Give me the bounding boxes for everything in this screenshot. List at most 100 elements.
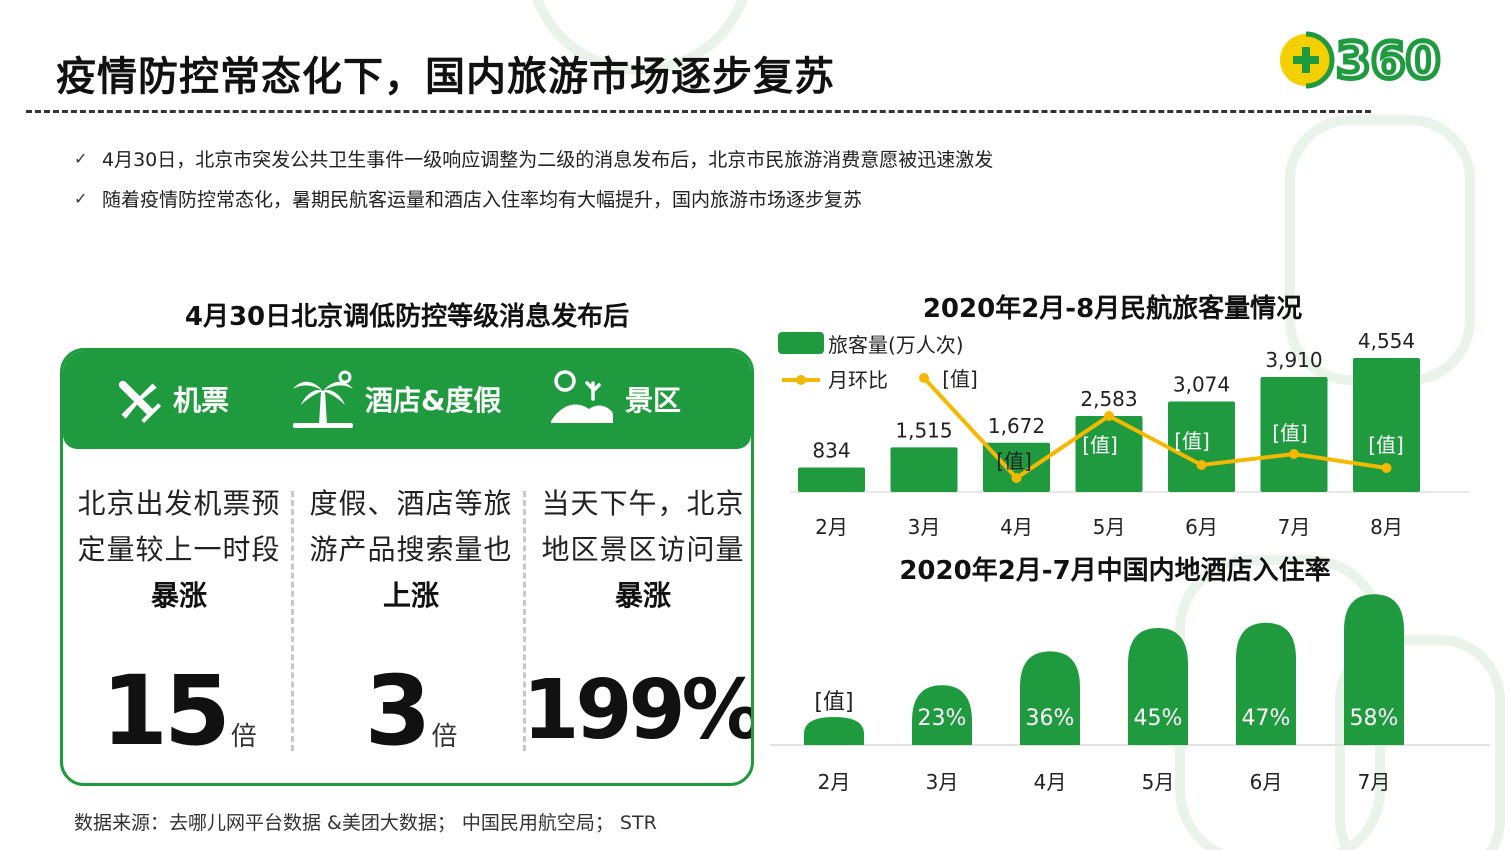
mom-value-label: [值] xyxy=(996,449,1032,473)
bar-value-label: 1,672 xyxy=(988,414,1045,438)
stat-unit: 倍 xyxy=(230,722,257,752)
stat-figure-flights: 15 倍 xyxy=(71,663,287,759)
passenger-bar xyxy=(1075,415,1143,492)
occupancy-bar xyxy=(1344,594,1404,745)
title-divider xyxy=(26,110,1371,113)
bar-value-label: 834 xyxy=(812,438,850,462)
mom-value-label: [值] xyxy=(1174,429,1210,453)
passenger-bar xyxy=(798,467,865,492)
stat-description: 度假、酒店等旅 xyxy=(309,487,513,520)
category-label: 酒店&度假 xyxy=(365,384,502,417)
mom-line xyxy=(922,376,1387,481)
passenger-bar xyxy=(1260,376,1328,492)
x-tick-label: 5月 xyxy=(1142,770,1175,794)
passenger-bar xyxy=(1353,358,1420,492)
bar-value-label: 47% xyxy=(1242,706,1291,731)
legend-swatch-passengers xyxy=(778,332,824,354)
panel-header: 机票 酒店&度假 景区 xyxy=(63,351,751,449)
x-tick-label: 3月 xyxy=(926,770,959,794)
chart-title-passengers: 2020年2月-8月民航旅客量情况 xyxy=(922,294,1303,324)
x-tick-label: 4月 xyxy=(1034,770,1067,794)
passenger-bar xyxy=(1168,401,1235,492)
stat-emphasis: 暴涨 xyxy=(150,579,207,612)
bar-value-label: 45% xyxy=(1134,706,1183,731)
bar-value-label: 3,074 xyxy=(1173,373,1230,397)
scenic-landscape-icon xyxy=(551,370,613,423)
bar-value-label: 23% xyxy=(918,706,967,731)
category-flights: 机票 xyxy=(111,369,229,429)
chart-title-occupancy: 2020年2月-7月中国内地酒店入住率 xyxy=(899,556,1331,586)
x-tick-label: 2月 xyxy=(815,515,848,539)
stat-figure-hotels: 3 倍 xyxy=(303,663,519,759)
stat-description: 游产品搜索量也 xyxy=(309,533,513,566)
occupancy-bar xyxy=(1020,651,1080,745)
panel-heading: 4月30日北京调低防控等级消息发布后 xyxy=(184,302,630,332)
hotel-occupancy-chart: [值] 2月 23% 3月 36% 4月 45% 5月 47% 6月 58% 7月 xyxy=(770,594,1490,794)
stat-description: 定量较上一时段 xyxy=(77,533,281,566)
stat-figure-scenic: 199% xyxy=(522,663,751,759)
stat-unit: 倍 xyxy=(431,722,458,752)
mom-point xyxy=(1196,460,1207,470)
category-scenic: 景区 xyxy=(549,369,681,429)
stat-description: 当天下午，北京 xyxy=(541,487,745,520)
legend-label-mom: 月环比 xyxy=(828,368,888,392)
bar-value-label: 36% xyxy=(1026,706,1075,731)
mom-point xyxy=(1011,473,1022,483)
stat-column-scenic: 当天下午，北京 地区景区访问量 暴涨 xyxy=(535,481,751,619)
x-tick-label: 7月 xyxy=(1278,515,1311,539)
mom-point xyxy=(1104,411,1114,421)
column-divider xyxy=(523,491,526,751)
check-icon: ✓ xyxy=(74,188,88,208)
occupancy-bar xyxy=(804,717,864,745)
logo-text: 360 xyxy=(1336,32,1440,90)
passenger-bar xyxy=(890,447,958,492)
x-tick-label: 8月 xyxy=(1370,515,1403,539)
stat-value: 15 xyxy=(101,655,231,767)
x-tick-label: 7月 xyxy=(1358,770,1391,794)
category-label: 景区 xyxy=(625,384,682,417)
legend-label-passengers: 旅客量(万人次) xyxy=(828,333,964,357)
occupancy-bar xyxy=(1236,622,1296,745)
occupancy-bar xyxy=(912,685,972,745)
stat-emphasis: 暴涨 xyxy=(614,579,671,612)
mom-value-label: [值] xyxy=(1368,433,1404,457)
mom-value-label: [值] xyxy=(1272,421,1308,445)
stat-value: 3 xyxy=(364,655,432,767)
column-divider xyxy=(291,491,294,751)
check-icon: ✓ xyxy=(74,148,88,168)
stat-description: 地区景区访问量 xyxy=(541,533,745,566)
bar-value-label: 2,583 xyxy=(1080,387,1137,411)
passenger-volume-chart: 旅客量(万人次) 月环比 834 2月 1,515 3月 1,672 4月 2,583 5月 3,0… xyxy=(778,329,1470,539)
data-source-note: 数据来源：去哪儿网平台数据 &美团大数据； 中国民用航空局； STR xyxy=(74,812,657,834)
airplane-icon xyxy=(118,380,162,424)
x-tick-label: 2月 xyxy=(818,770,851,794)
bullet-list: ✓ 4月30日，北京市突发公共卫生事件一级响应调整为二级的消息发布后，北京市民旅… xyxy=(74,138,993,218)
category-label: 机票 xyxy=(173,384,230,417)
stat-column-flights: 北京出发机票预 定量较上一时段 暴涨 xyxy=(71,481,287,619)
stat-column-hotels: 度假、酒店等旅 游产品搜索量也 上涨 xyxy=(303,481,519,619)
legend-marker-mom xyxy=(796,375,806,385)
occupancy-bar xyxy=(1128,628,1188,745)
category-hotels: 酒店&度假 xyxy=(291,369,501,429)
beijing-impact-panel: 机票 酒店&度假 景区 xyxy=(60,348,754,786)
x-tick-label: 6月 xyxy=(1185,515,1218,539)
stat-emphasis: 上涨 xyxy=(382,579,439,612)
bullet-text: 4月30日，北京市突发公共卫生事件一级响应调整为二级的消息发布后，北京市民旅游消… xyxy=(102,148,994,171)
bar-value-label: 58% xyxy=(1350,706,1399,731)
mom-value-label: [值] xyxy=(942,367,978,391)
bar-value-label: 4,554 xyxy=(1358,329,1415,353)
bar-value-label: [值] xyxy=(814,690,853,715)
mom-point xyxy=(1289,449,1299,459)
page-title: 疫情防控常态化下，国内旅游市场逐步复苏 xyxy=(56,54,835,100)
x-tick-label: 4月 xyxy=(1000,515,1033,539)
mom-point xyxy=(919,373,929,383)
x-tick-label: 3月 xyxy=(908,515,941,539)
stat-value: 199% xyxy=(522,663,754,758)
bullet-item: ✓ 4月30日，北京市突发公共卫生事件一级响应调整为二级的消息发布后，北京市民旅… xyxy=(74,138,993,178)
stat-description: 北京出发机票预 xyxy=(77,487,281,520)
bar-value-label: 3,910 xyxy=(1265,348,1322,372)
passenger-bar xyxy=(983,442,1050,492)
mom-value-label: [值] xyxy=(1082,433,1118,457)
bullet-text: 随着疫情防控常态化，暑期民航客运量和酒店入住率均有大幅提升，国内旅游市场逐步复苏 xyxy=(102,188,863,211)
bar-value-label: 1,515 xyxy=(895,418,952,442)
